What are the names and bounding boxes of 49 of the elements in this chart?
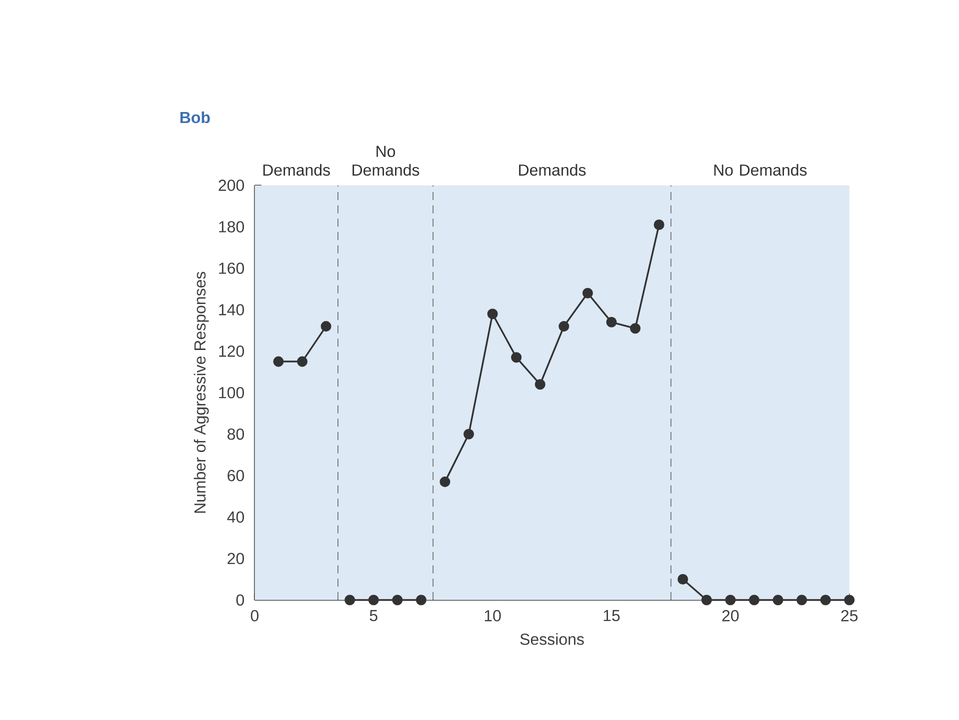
point [440, 476, 450, 488]
x-tick-label: 15 [604, 610, 620, 622]
point [796, 594, 808, 606]
point [320, 321, 332, 332]
x-tick-label: 20 [722, 610, 739, 622]
chart-title: Bob [180, 111, 210, 124]
point [558, 321, 570, 332]
y-tick-label: 80 [228, 428, 244, 440]
x-tick-label: 25 [841, 610, 858, 622]
point [606, 316, 617, 328]
point [487, 308, 498, 320]
point [630, 323, 641, 334]
point [392, 594, 403, 606]
point [654, 219, 664, 230]
band-label: Demands [263, 164, 330, 176]
point [534, 379, 546, 390]
point [368, 594, 379, 606]
x-axis-title: Sessions [520, 633, 584, 645]
point [344, 594, 356, 606]
y-tick-label: 120 [219, 346, 244, 357]
y-axis-title: Number of Aggressive Responses [194, 272, 209, 513]
point [748, 594, 760, 606]
point [820, 594, 831, 606]
y-tick-label: 100 [219, 386, 244, 398]
point [273, 356, 284, 367]
y-tick-label: 200 [218, 180, 244, 191]
point [511, 352, 522, 363]
band-label: No Demands [352, 146, 420, 176]
point [582, 288, 593, 298]
x-tick-label: 0 [250, 610, 259, 622]
point [772, 594, 784, 606]
y-tick-label: 140 [219, 304, 244, 316]
y-tick-label: 160 [219, 262, 244, 274]
y-tick-label: 60 [228, 470, 244, 482]
point [296, 356, 308, 367]
band-label: No Demands [714, 164, 807, 176]
y-tick-label: 40 [227, 511, 244, 523]
x-tick-label: 10 [484, 610, 501, 622]
y-tick-label: 180 [219, 221, 244, 232]
point [463, 428, 474, 440]
point [725, 594, 736, 606]
point [701, 594, 712, 606]
band-label: Demands [519, 164, 586, 176]
point [678, 574, 688, 585]
point [416, 594, 426, 606]
y-tick-label: 0 [236, 594, 244, 606]
point [844, 594, 855, 606]
y-tick-label: 20 [228, 552, 244, 564]
x-tick-label: 5 [370, 610, 378, 622]
